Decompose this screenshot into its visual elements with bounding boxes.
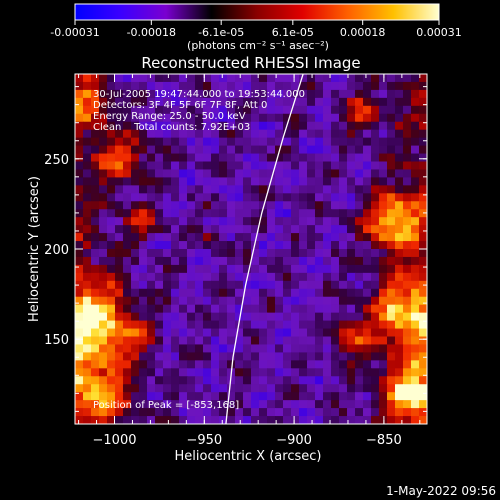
colorbar-tick-label: 0.00018	[340, 26, 386, 39]
y-tick-label: 200	[44, 243, 69, 258]
colorbar-tick-label: 0.00031	[416, 26, 462, 39]
chart-title: Reconstructed RHESSI Image	[141, 54, 360, 72]
colorbar: -0.00031 -0.00018 -6.1e-05 6.1e-05 0.00018 0.…	[50, 3, 462, 52]
info-line-detectors: Detectors: 3F 4F 5F 6F 7F 8F, Att 0	[93, 100, 267, 111]
info-line-energy: Energy Range: 25.0 - 50.0 keV	[93, 111, 246, 122]
y-tick-label: 250	[44, 153, 69, 168]
colorbar-gradient	[74, 3, 440, 21]
x-axis-label: Heliocentric X (arcsec)	[175, 449, 322, 464]
colorbar-tick-label: 6.1e-05	[272, 26, 314, 39]
colorbar-tick-label: -0.00031	[50, 26, 99, 39]
x-axis: −1000 −950 −900 −850	[78, 74, 421, 448]
x-tick-label: −1000	[93, 433, 137, 448]
x-tick-label: −950	[186, 433, 222, 448]
heatmap-image	[75, 74, 427, 424]
colorbar-ticks: -0.00031 -0.00018 -6.1e-05 6.1e-05 0.00018 0.…	[50, 20, 462, 39]
y-tick-label: 150	[44, 333, 69, 348]
colorbar-tick-label: -6.1e-05	[198, 26, 244, 39]
y-axis: 150 200 250	[44, 86, 427, 412]
peak-annotation: Position of Peak = [-853,168]	[93, 400, 239, 411]
x-tick-label: −850	[366, 433, 402, 448]
y-axis-label: Heliocentric Y (arcsec)	[27, 176, 42, 322]
x-tick-label: −900	[276, 433, 312, 448]
info-line-clean: Clean Total counts: 7.92E+03	[93, 122, 250, 133]
info-text: 30-Jul-2005 19:47:44.000 to 19:53:44.000…	[93, 89, 305, 133]
colorbar-unit-label: (photons cm⁻² s⁻¹ asec⁻²)	[187, 39, 329, 52]
colorbar-tick-label: -0.00018	[127, 26, 176, 39]
footer-timestamp: 1-May-2022 09:56	[386, 484, 496, 498]
solar-limb-line	[225, 74, 304, 424]
info-line-time: 30-Jul-2005 19:47:44.000 to 19:53:44.000	[93, 89, 305, 100]
